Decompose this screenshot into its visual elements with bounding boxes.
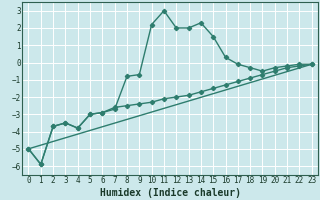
X-axis label: Humidex (Indice chaleur): Humidex (Indice chaleur) (100, 188, 241, 198)
